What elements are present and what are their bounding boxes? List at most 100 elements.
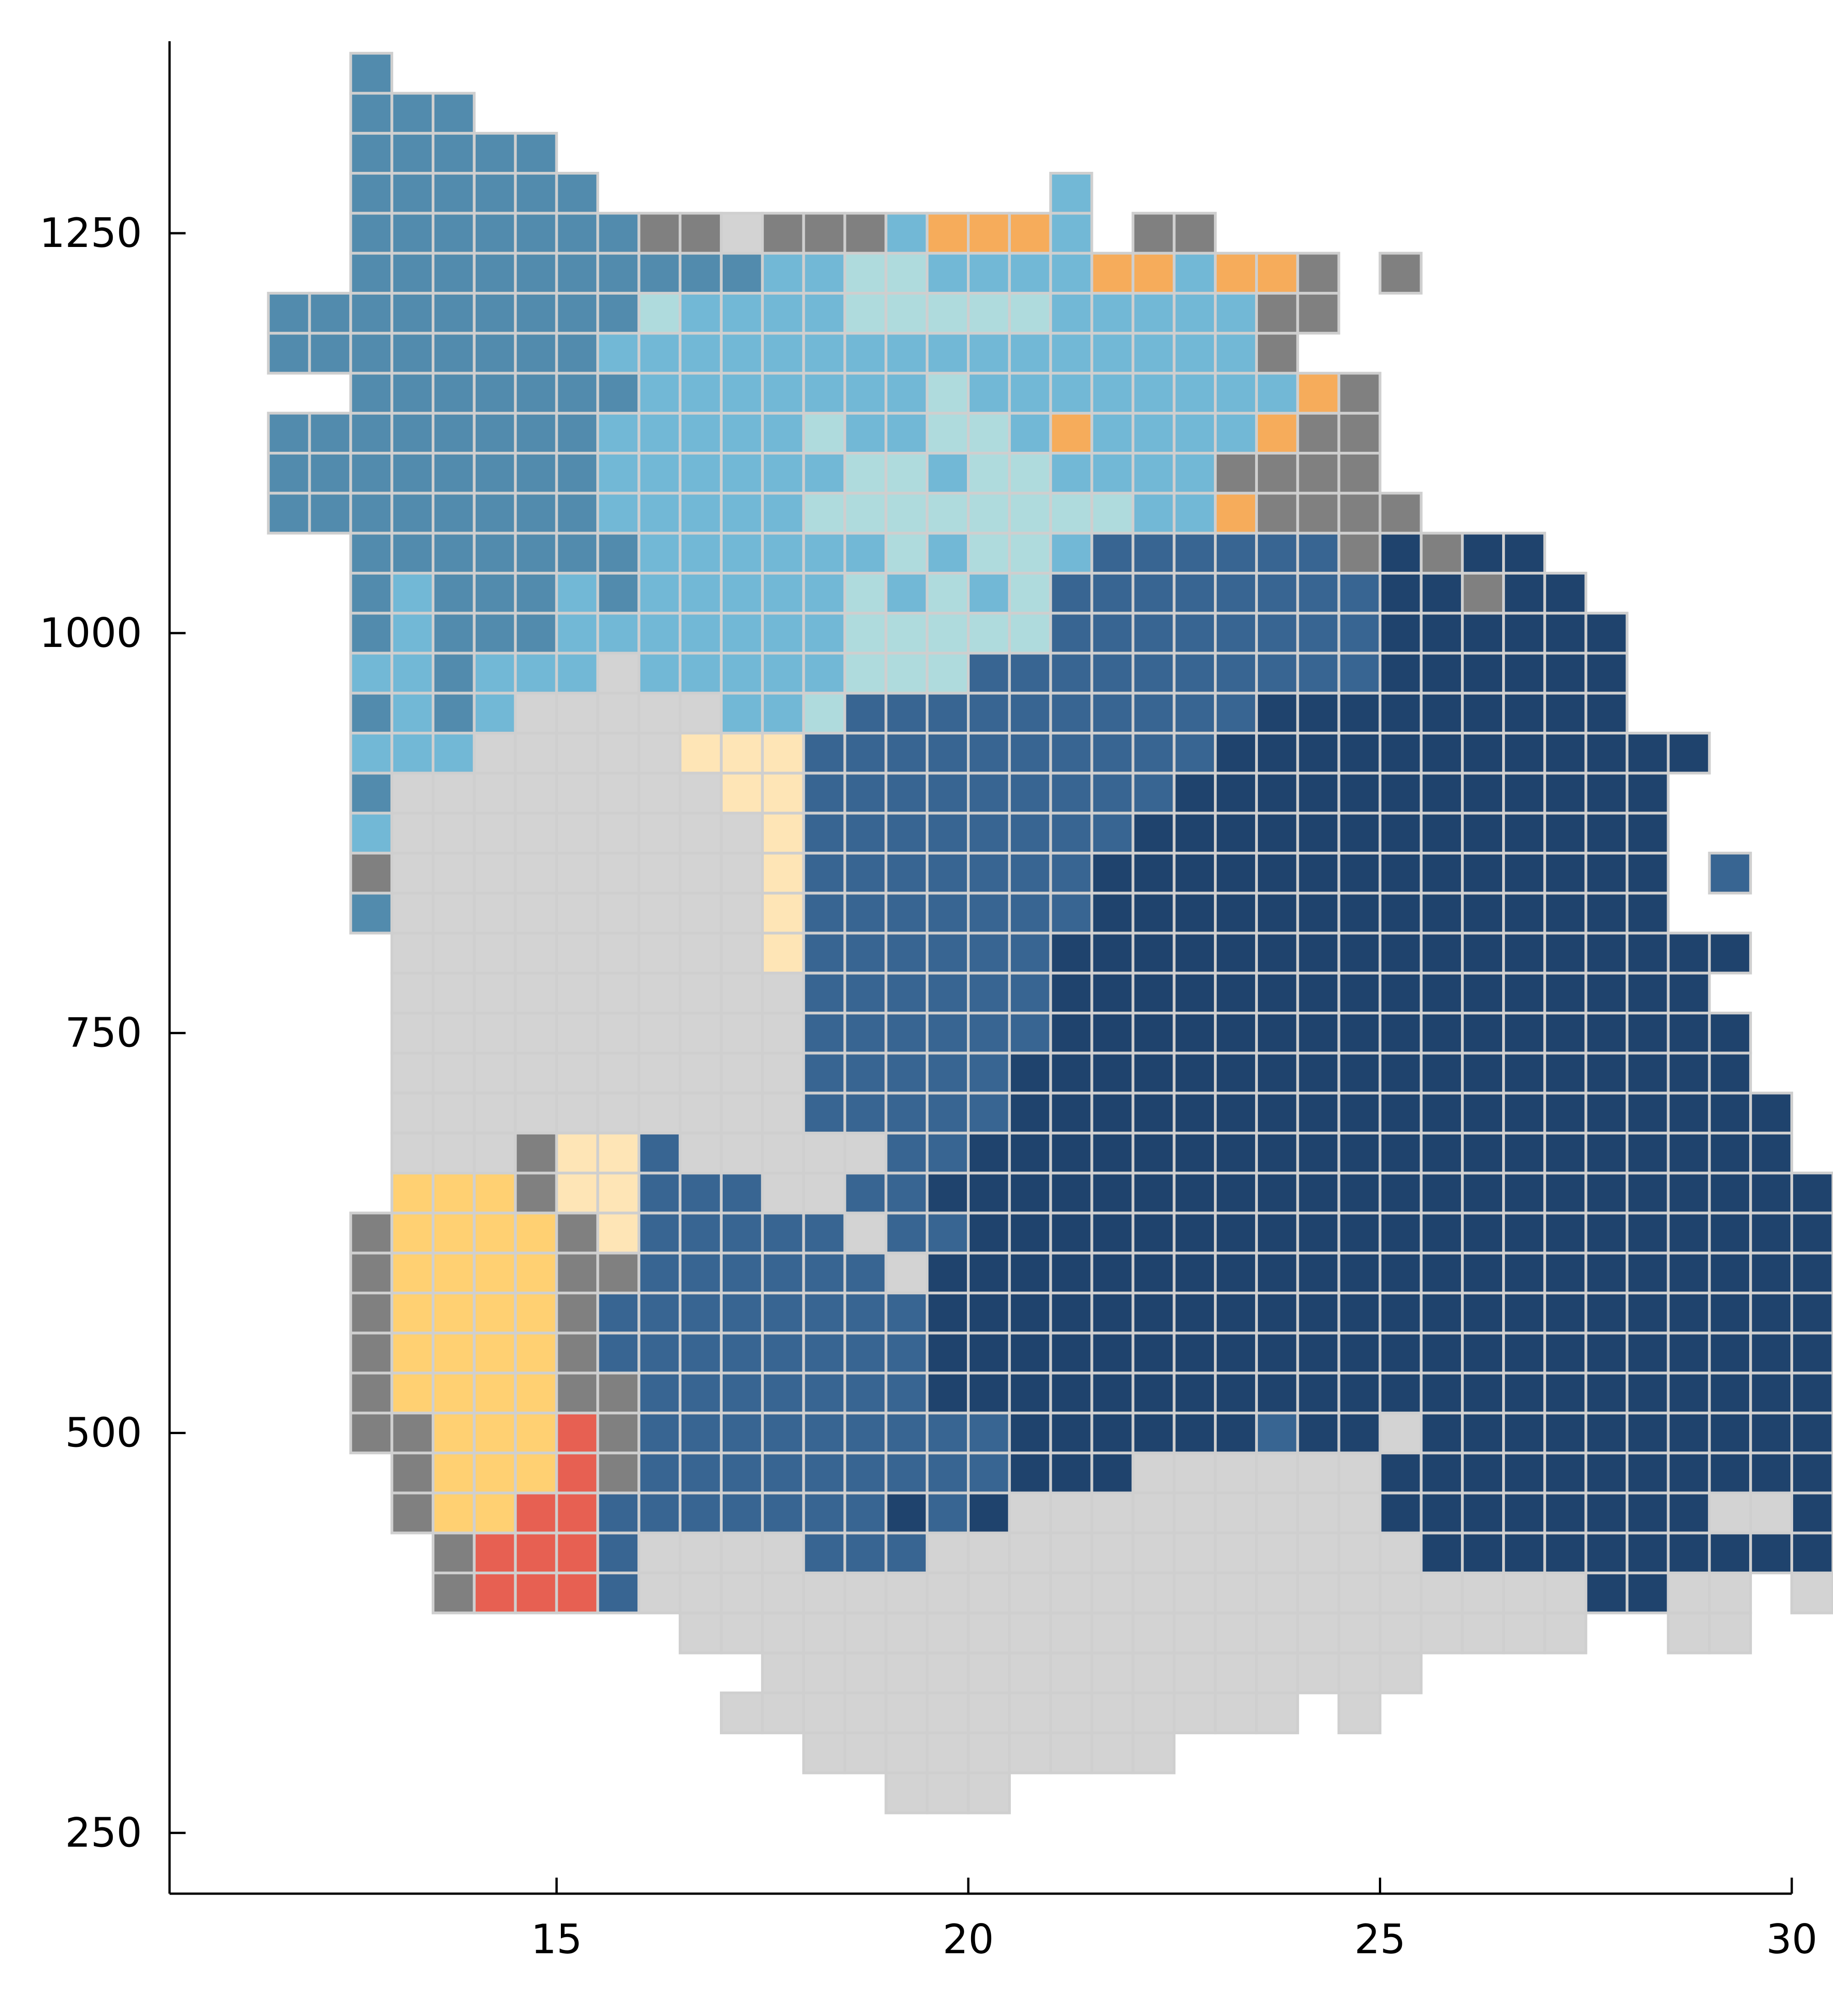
heatmap-cell <box>1008 1411 1052 1455</box>
heatmap-cell <box>1584 1572 1629 1615</box>
heatmap-cell <box>514 892 558 935</box>
heatmap-cell <box>1502 1531 1546 1574</box>
heatmap-cell <box>1214 1371 1258 1414</box>
heatmap-cell <box>967 811 1011 855</box>
heatmap-cell <box>1008 1731 1052 1775</box>
heatmap-cell <box>1420 1091 1464 1134</box>
heatmap-cell <box>926 732 970 775</box>
heatmap-cell <box>1255 1611 1299 1654</box>
heatmap-cell <box>1378 1292 1423 1335</box>
heatmap-cell <box>802 931 846 975</box>
heatmap-cell <box>1173 252 1217 295</box>
heatmap-cell <box>1502 1012 1546 1055</box>
heatmap-cell <box>679 1292 723 1335</box>
heatmap-cell <box>720 1691 764 1735</box>
heatmap-cell <box>1131 1211 1176 1255</box>
heatmap-cell <box>472 1452 517 1495</box>
heatmap-cell <box>1461 1052 1505 1095</box>
heatmap-cell <box>1790 1452 1833 1495</box>
heatmap-cell <box>514 691 558 734</box>
heatmap-cell <box>432 1371 476 1414</box>
heatmap-cell <box>472 772 517 815</box>
heatmap-cell <box>1502 571 1546 615</box>
heatmap-cell <box>596 1091 641 1134</box>
heatmap-cell <box>637 1331 682 1375</box>
heatmap-cell <box>1337 1611 1382 1654</box>
heatmap-cell <box>884 1491 929 1534</box>
heatmap-cell <box>1708 931 1752 975</box>
heatmap-cell <box>1049 971 1093 1014</box>
heatmap-cell <box>1131 1012 1176 1055</box>
heatmap-cell <box>926 411 970 455</box>
heatmap-cell <box>432 1012 476 1055</box>
heatmap-cell <box>1173 372 1217 415</box>
heatmap-cell <box>555 1531 599 1574</box>
heatmap-cell <box>432 691 476 734</box>
heatmap-cell <box>637 411 682 455</box>
heatmap-cell <box>1296 452 1340 495</box>
heatmap-cell <box>390 1452 435 1495</box>
heatmap-cell <box>432 971 476 1014</box>
heatmap-cell <box>1543 1251 1587 1294</box>
heatmap-cell <box>926 1172 970 1215</box>
heatmap-cell <box>349 772 394 815</box>
heatmap-cell <box>967 1331 1011 1375</box>
heatmap-cell <box>926 1012 970 1055</box>
heatmap-cell <box>1584 1251 1629 1294</box>
y-tick-label: 500 <box>65 1409 142 1456</box>
heatmap-cell <box>679 492 723 535</box>
heatmap-cell <box>514 452 558 495</box>
heatmap-cell <box>555 1211 599 1255</box>
heatmap-cell <box>720 612 764 655</box>
heatmap-cell <box>1461 1491 1505 1534</box>
heatmap-cell <box>596 732 641 775</box>
heatmap-cell <box>1667 1491 1711 1534</box>
heatmap-cell <box>390 931 435 975</box>
heatmap-cell <box>1049 1292 1093 1335</box>
y-tick-label: 1250 <box>39 209 142 257</box>
heatmap-cell <box>555 291 599 335</box>
heatmap-cell <box>432 212 476 255</box>
heatmap-cell <box>1420 1292 1464 1335</box>
heatmap-cell <box>1131 851 1176 895</box>
heatmap-cell <box>472 612 517 655</box>
heatmap-cell <box>1378 1331 1423 1375</box>
heatmap-cell <box>1131 1572 1176 1615</box>
heatmap-cell <box>390 772 435 815</box>
heatmap-cell <box>1173 1331 1217 1375</box>
heatmap-cell <box>1337 1211 1382 1255</box>
heatmap-cell <box>1296 1491 1340 1534</box>
heatmap-cell <box>802 652 846 695</box>
heatmap-cell <box>967 1411 1011 1455</box>
heatmap-cell <box>1131 332 1176 375</box>
heatmap-cell <box>1214 772 1258 815</box>
heatmap-cell <box>390 1251 435 1294</box>
heatmap-cell <box>1790 1211 1833 1255</box>
heatmap-cell <box>637 252 682 295</box>
heatmap-cells <box>267 52 1833 1814</box>
heatmap-cell <box>761 1531 805 1574</box>
heatmap-cell <box>1708 1491 1752 1534</box>
heatmap-cell <box>432 571 476 615</box>
heatmap-cell <box>1214 291 1258 335</box>
heatmap-cell <box>1461 1411 1505 1455</box>
heatmap-cell <box>1667 1611 1711 1654</box>
heatmap-cell <box>514 1531 558 1574</box>
heatmap-cell <box>1790 1371 1833 1414</box>
heatmap-cell <box>308 492 352 535</box>
heatmap-cell <box>349 92 394 135</box>
heatmap-cell <box>1296 1211 1340 1255</box>
heatmap-cell <box>1378 1531 1423 1574</box>
heatmap-cell <box>1173 1371 1217 1414</box>
heatmap-cell <box>802 1452 846 1495</box>
heatmap-cell <box>720 332 764 375</box>
heatmap-cell <box>1049 1371 1093 1414</box>
heatmap-cell <box>843 291 888 335</box>
heatmap-cell <box>926 452 970 495</box>
heatmap-cell <box>1008 892 1052 935</box>
heatmap-cell <box>967 372 1011 415</box>
heatmap-cell <box>1131 571 1176 615</box>
heatmap-cell <box>802 1331 846 1375</box>
heatmap-cell <box>1584 931 1629 975</box>
heatmap-cell <box>1584 811 1629 855</box>
